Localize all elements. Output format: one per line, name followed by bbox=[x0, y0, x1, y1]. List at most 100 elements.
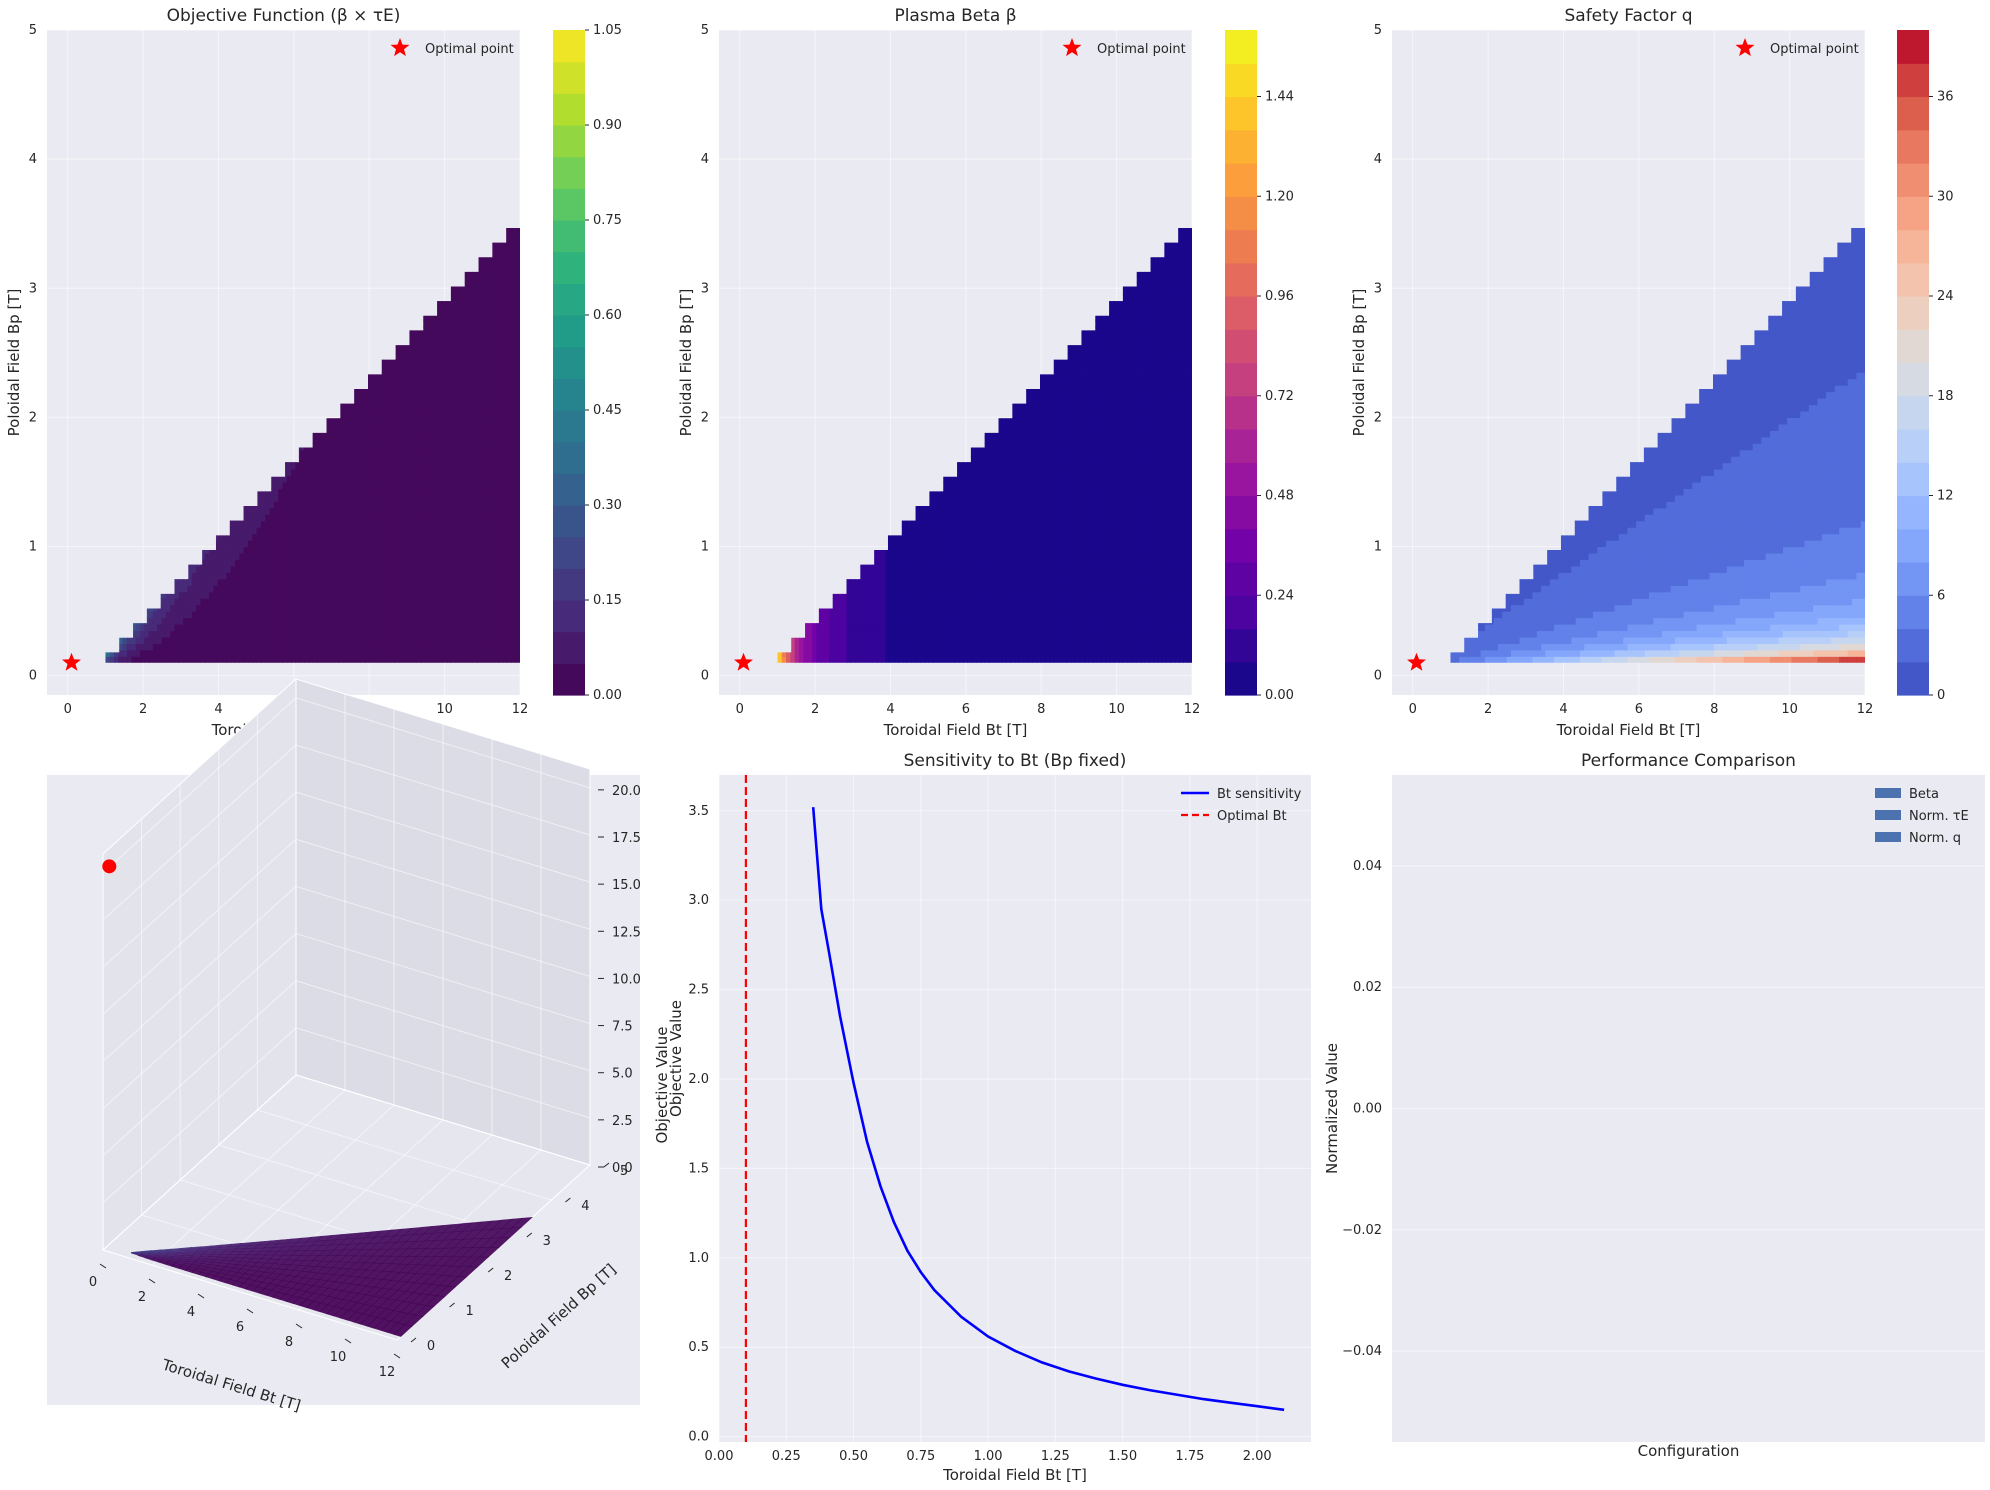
y-tick-label: 4 bbox=[581, 1199, 589, 1214]
x-tick-label: 12 bbox=[1184, 702, 1201, 717]
x-tick-label: 0 bbox=[89, 1275, 97, 1290]
legend-label: Bt sensitivity bbox=[1217, 787, 1302, 802]
legend-marker bbox=[1735, 38, 1755, 57]
x-tick-label: 0.00 bbox=[705, 1449, 734, 1464]
y-axis-label: Poloidal Field Bp [T] bbox=[677, 289, 695, 437]
colorbar-tick-label: 6 bbox=[1937, 588, 1945, 603]
x-tick-label: 10 bbox=[436, 702, 453, 717]
panel-sensitivity: 0.00 0.25 0.50 0.75 1.00 1.25 1.50 1.75 2.00 0.0 0… bbox=[667, 751, 1311, 1484]
legend-swatch bbox=[1875, 810, 1901, 820]
colorbar-tick-label: 0 bbox=[1937, 688, 1945, 703]
y-tick-label: 3 bbox=[701, 281, 709, 296]
x-tick-label: 1.75 bbox=[1175, 1449, 1204, 1464]
x-tick-label: 6 bbox=[962, 702, 970, 717]
x-axis-label: Toroidal Field Bt [T] bbox=[942, 1466, 1087, 1484]
y-tick-label: 0 bbox=[427, 1339, 435, 1354]
colorbar-tick-label: 0.00 bbox=[1265, 688, 1294, 703]
colorbar-tick-label: 1.05 bbox=[593, 23, 622, 38]
y-tick-label: 0 bbox=[29, 669, 37, 684]
y-tick-label: 0.02 bbox=[1353, 980, 1382, 995]
y-tick-label: 2 bbox=[701, 410, 709, 425]
y-tick-label: 5 bbox=[701, 23, 709, 38]
y-tick-label: 3.0 bbox=[688, 893, 709, 908]
x-tick-label: 4 bbox=[886, 702, 894, 717]
plot-area bbox=[719, 775, 1311, 1442]
y-tick-label: 4 bbox=[1374, 152, 1382, 167]
colorbar-tick-label: 0.30 bbox=[593, 498, 622, 513]
legend-label: Optimal point bbox=[1770, 42, 1859, 57]
y-tick-label: 5 bbox=[29, 23, 37, 38]
y-tick-label: 2.0 bbox=[688, 1072, 709, 1087]
y-axis-label: Objective Value bbox=[667, 1000, 685, 1117]
colorbar: 0 6 12 18 24 30 36 bbox=[1897, 30, 1954, 703]
x-tick-label: 12 bbox=[1857, 702, 1874, 717]
x-tick-label: 4 bbox=[187, 1305, 195, 1320]
z-tick-label: 5.0 bbox=[612, 1067, 633, 1082]
colorbar-tick-label: 1.20 bbox=[1265, 189, 1294, 204]
y-tick-label: 2.5 bbox=[688, 983, 709, 998]
x-tick-label: 0 bbox=[1409, 702, 1417, 717]
chart-title: Plasma Beta β bbox=[894, 6, 1016, 26]
legend-label: Optimal point bbox=[425, 42, 514, 57]
y-tick-label: 1 bbox=[29, 540, 37, 555]
colorbar-tick-label: 0.00 bbox=[593, 688, 622, 703]
x-tick-label: 6 bbox=[1635, 702, 1643, 717]
y-tick-label: 1.0 bbox=[688, 1251, 709, 1266]
x-tick-label: 10 bbox=[1108, 702, 1125, 717]
surface bbox=[131, 1216, 533, 1337]
optimal-point-marker bbox=[734, 652, 753, 671]
series-line-bt-sensitivity bbox=[811, 807, 1285, 1412]
z-tick-label: 10.0 bbox=[612, 972, 641, 987]
y-tick-label: 0.0 bbox=[688, 1430, 709, 1445]
z-tick-label: 2.5 bbox=[612, 1114, 633, 1129]
colorbar-tick-label: 18 bbox=[1937, 389, 1954, 404]
x-tick-label: 0 bbox=[64, 702, 72, 717]
y-axis-label: Normalized Value bbox=[1323, 1043, 1341, 1174]
x-axis-label: Configuration bbox=[1638, 1442, 1740, 1460]
x-tick-label: 1.25 bbox=[1041, 1449, 1070, 1464]
y-axis-label: Poloidal Field Bp [T] bbox=[5, 289, 23, 437]
y-tick-label: −0.04 bbox=[1342, 1344, 1382, 1359]
x-tick-label: 2 bbox=[1484, 702, 1492, 717]
x-tick-label: 8 bbox=[285, 1335, 293, 1350]
legend-label: Optimal Bt bbox=[1217, 809, 1287, 824]
colorbar-tick-label: 0.45 bbox=[593, 403, 622, 418]
y-tick-label: 1 bbox=[465, 1304, 473, 1319]
z-tick-label: 15.0 bbox=[612, 878, 641, 893]
x-tick-label: 12 bbox=[512, 702, 529, 717]
colorbar-tick-label: 0.24 bbox=[1265, 588, 1294, 603]
y-tick-label: 5 bbox=[620, 1164, 628, 1179]
colorbar-tick-label: 0.90 bbox=[593, 118, 622, 133]
x-tick-label: 0 bbox=[736, 702, 744, 717]
z-tick-label: 0.0 bbox=[612, 1161, 633, 1176]
legend-label: Norm. q bbox=[1909, 831, 1961, 846]
colorbar-tick-label: 1.44 bbox=[1265, 90, 1294, 105]
z-tick-label: 17.5 bbox=[612, 831, 641, 846]
x-axis-label: Toroidal Field Bt [T] bbox=[1556, 721, 1701, 739]
z-tick-label: 7.5 bbox=[612, 1020, 633, 1035]
colorbar-tick-label: 0.15 bbox=[593, 593, 622, 608]
y-tick-label: 0.04 bbox=[1353, 859, 1382, 874]
colorbar-tick-label: 24 bbox=[1937, 289, 1954, 304]
x-tick-label: 10 bbox=[1781, 702, 1798, 717]
optimal-point-marker bbox=[102, 859, 117, 874]
x-tick-label: 2.00 bbox=[1243, 1449, 1272, 1464]
legend-label: Beta bbox=[1909, 787, 1939, 802]
y-tick-label: 0.5 bbox=[688, 1340, 709, 1355]
x-tick-label: 2 bbox=[139, 702, 147, 717]
y-tick-label: 2 bbox=[504, 1269, 512, 1284]
z-axis-label: Objective Value bbox=[653, 1026, 671, 1143]
colorbar-tick-label: 0.72 bbox=[1265, 389, 1294, 404]
y-tick-label: 1.5 bbox=[688, 1161, 709, 1176]
y-tick-label: 0.00 bbox=[1353, 1102, 1382, 1117]
x-tick-label: 0.25 bbox=[772, 1449, 801, 1464]
colorbar-tick-label: 0.48 bbox=[1265, 489, 1294, 504]
chart-title: Safety Factor q bbox=[1564, 6, 1692, 26]
y-tick-label: 5 bbox=[1374, 23, 1382, 38]
chart-title: Sensitivity to Bt (Bp fixed) bbox=[904, 751, 1127, 771]
colorbar: 0.00 0.15 0.30 0.45 0.60 0.75 0.90 1.05 bbox=[553, 23, 622, 703]
panel-surface3d: 3D Objective Function Surface02468101201… bbox=[47, 677, 671, 1415]
y-axis-label: Poloidal Field Bp [T] bbox=[1350, 289, 1368, 437]
